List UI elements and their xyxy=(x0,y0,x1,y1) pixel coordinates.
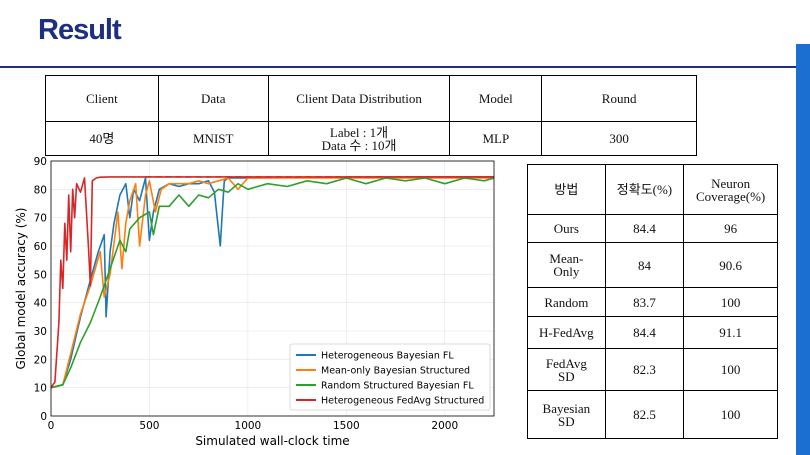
legend-label: Heterogeneous FedAvg Structured xyxy=(321,396,484,407)
x-tick-label: 0 xyxy=(48,420,55,432)
cell-distribution: Label : 1개 Data 수 : 10개 xyxy=(267,121,451,156)
method-cell: Bayesian SD xyxy=(527,390,606,439)
chart-ticks: 0 10 20 30 40 50 60 70 80 90 0 500 1000 1500 2000 xyxy=(34,156,459,432)
coverage-cell: 100 xyxy=(683,348,778,391)
method-line1: Random xyxy=(544,294,589,310)
method-line1: Ours xyxy=(553,221,579,236)
cell-client: 40명 xyxy=(45,121,159,156)
method-cell: Ours xyxy=(527,214,606,243)
accuracy-cell: 82.5 xyxy=(604,390,685,439)
accuracy-cell: 84.4 xyxy=(604,214,685,243)
header-accuracy: 정확도(%) xyxy=(604,164,685,215)
accuracy-cell: 84 xyxy=(604,242,685,288)
plot-frame xyxy=(50,160,495,417)
results-table: 방법 정확도(%) Neuron Coverage(%) Ours 84.4 9… xyxy=(527,164,778,439)
method-line1: Mean- xyxy=(549,251,584,266)
y-tick-label: 90 xyxy=(34,156,47,168)
method-cell: Random xyxy=(527,287,606,317)
cell-round: 300 xyxy=(541,121,697,156)
coverage-cell: 90.6 xyxy=(683,242,778,288)
distribution-data: Data 수 : 10개 xyxy=(321,137,397,153)
x-tick-label: 500 xyxy=(139,420,159,432)
accuracy-cell: 84.4 xyxy=(604,316,685,349)
header-data: Data xyxy=(157,75,269,122)
accuracy-cell: 82.3 xyxy=(604,348,685,391)
chart-series xyxy=(50,176,495,389)
method-line1: FedAvg xyxy=(545,355,587,371)
coverage-cell: 96 xyxy=(683,214,778,243)
y-tick-label: 0 xyxy=(40,411,47,423)
cell-data: MNIST xyxy=(157,121,269,156)
y-axis-label: Global model accuracy (%) xyxy=(14,208,28,370)
y-tick-label: 40 xyxy=(34,298,47,310)
legend-label: Random Structured Bayesian FL xyxy=(321,381,474,392)
legend-label: Heterogeneous Bayesian FL xyxy=(321,351,454,362)
header-client: Client xyxy=(45,75,159,122)
title-divider xyxy=(0,66,797,68)
y-tick-label: 70 xyxy=(34,213,47,225)
coverage-cell: 100 xyxy=(683,287,778,317)
method-line1: H-FedAvg xyxy=(539,325,594,340)
method-cell: FedAvg SD xyxy=(527,348,606,391)
series-line-3 xyxy=(50,177,495,389)
method-line2: Only xyxy=(553,264,580,279)
cell-model: MLP xyxy=(449,121,543,156)
chart-legend: Heterogeneous Bayesian FL Mean-only Bayes… xyxy=(289,343,491,411)
accuracy-cell: 83.7 xyxy=(604,287,685,317)
method-cell: H-FedAvg xyxy=(527,316,606,349)
x-tick-label: 1000 xyxy=(235,420,262,432)
x-tick-label: 2000 xyxy=(431,420,458,432)
series-line-2 xyxy=(50,177,494,389)
header-method: 방법 xyxy=(527,164,606,215)
y-tick-label: 30 xyxy=(34,326,47,338)
experiment-settings-table: Client Data Client Data Distribution Mod… xyxy=(45,75,697,156)
method-line2: SD xyxy=(558,413,575,429)
x-axis-label: Simulated wall-clock time xyxy=(195,434,349,448)
distribution-label: Label : 1개 xyxy=(329,124,389,140)
method-cell: Mean- Only xyxy=(527,242,606,288)
slide-title: Result xyxy=(38,14,122,46)
header-coverage: Neuron Coverage(%) xyxy=(683,164,778,215)
y-tick-label: 20 xyxy=(34,354,47,366)
y-tick-label: 10 xyxy=(34,383,47,395)
header-round: Round xyxy=(541,75,697,122)
coverage-line2: Coverage(%) xyxy=(695,188,766,204)
series-line-1 xyxy=(50,176,494,389)
x-tick-label: 1500 xyxy=(333,420,360,432)
coverage-cell: 91.1 xyxy=(683,316,778,349)
y-tick-label: 80 xyxy=(34,184,47,196)
legend-box xyxy=(289,343,491,411)
header-distribution: Client Data Distribution xyxy=(267,75,451,122)
coverage-line1: Neuron xyxy=(711,175,751,191)
legend-label: Mean-only Bayesian Structured xyxy=(321,366,470,377)
y-tick-label: 50 xyxy=(34,269,47,281)
accent-bar xyxy=(796,44,810,455)
coverage-cell: 100 xyxy=(683,390,778,439)
method-line2: SD xyxy=(558,368,575,384)
accuracy-chart: 0 10 20 30 40 50 60 70 80 90 0 500 1000 1500 2000 Simu… xyxy=(14,156,495,448)
y-tick-label: 60 xyxy=(34,241,47,253)
header-model: Model xyxy=(449,75,543,122)
method-line1: Bayesian xyxy=(542,400,591,416)
